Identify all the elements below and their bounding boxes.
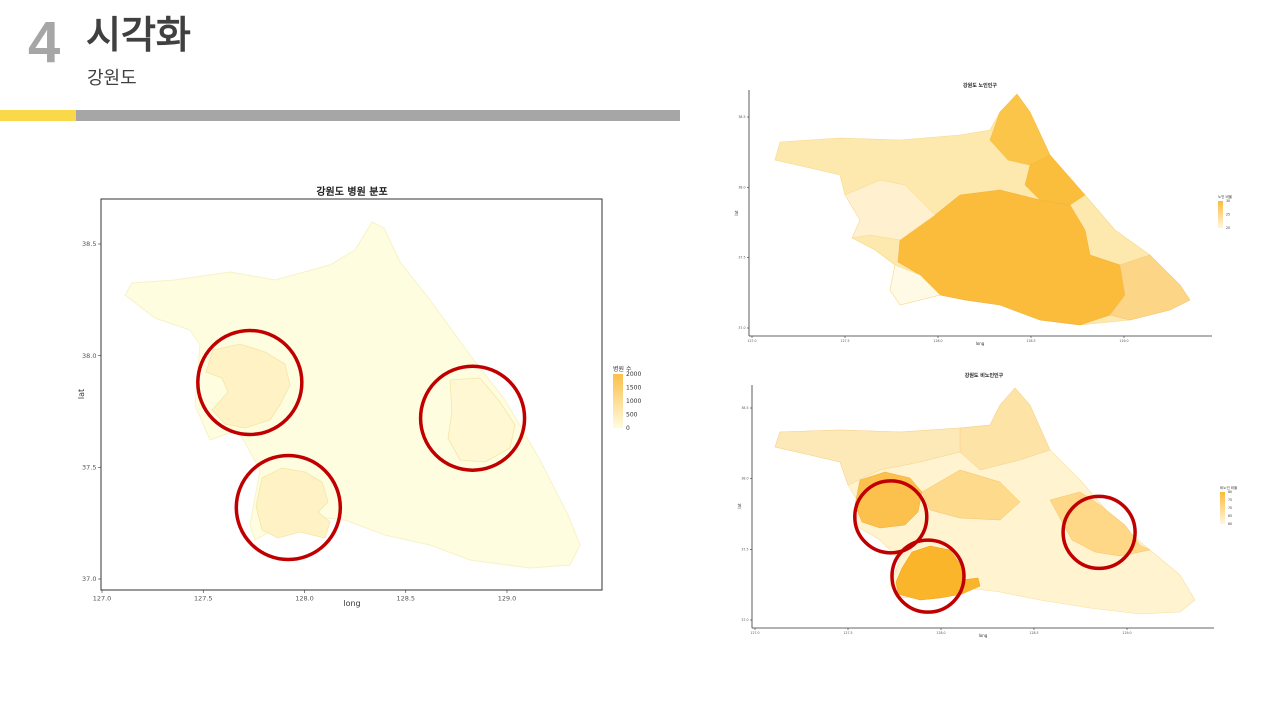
m1-legend-label: 500 <box>626 412 638 419</box>
highlight-circle-west <box>196 328 304 437</box>
highlight-circle-south <box>234 453 343 562</box>
map2-legend-title: 노인 비율 <box>1218 194 1233 199</box>
map3-ylabel: lat <box>737 503 742 509</box>
map3-legend-title: 비노인 비율 <box>1220 485 1238 490</box>
map1-province <box>124 221 581 569</box>
map2-region-north <box>989 93 1051 166</box>
m1-ytick-label: 38.0 <box>82 352 96 360</box>
m1-xtick-label: 128.0 <box>295 595 314 603</box>
elderly-map: 강원도 노인인구 37.0 37.5 38.0 38.5 127.0 127.5 128.… <box>734 82 1233 346</box>
map1-legend-title: 병원 수 <box>613 365 632 373</box>
highlight-circle-east <box>418 364 527 472</box>
m3-xtick-label: 127.5 <box>843 631 852 635</box>
section-subtitle: 강원도 <box>87 68 137 89</box>
map2-ylabel: lat <box>734 210 739 216</box>
map3-region-northwest <box>774 427 961 486</box>
map2-title: 강원도 노인인구 <box>963 82 997 89</box>
m3-legend-label: 70 <box>1228 506 1232 510</box>
m2-ytick-label: 38.0 <box>738 185 745 189</box>
map3-xlabel: long <box>979 633 988 638</box>
m2-ytick-label: 37.0 <box>738 326 745 330</box>
hospital-map: 강원도 병원 분포 37.0 37.5 38.0 38.5 127.0 127.5 128… <box>77 185 641 608</box>
highlight-circle-west <box>853 479 929 555</box>
map1-title: 강원도 병원 분포 <box>316 185 387 198</box>
m2-legend-colorbar <box>1218 201 1223 228</box>
m1-ytick-label: 37.5 <box>82 464 96 472</box>
map1-region-south <box>255 467 331 539</box>
map1-ylabel: lat <box>77 389 86 399</box>
m3-legend-label: 75 <box>1228 498 1232 502</box>
accent-bar <box>0 110 76 121</box>
m2-xtick-label: 127.0 <box>747 339 756 343</box>
m1-xtick-label: 128.5 <box>396 595 415 603</box>
m1-xtick-label: 127.5 <box>194 595 213 603</box>
m1-legend-label: 0 <box>626 425 630 432</box>
highlight-circle-south <box>890 538 966 614</box>
m3-legend-label: 80 <box>1228 490 1232 494</box>
map1-xlabel: long <box>343 599 360 608</box>
map1-region-west <box>205 343 291 429</box>
m1-ytick-label: 37.0 <box>82 575 96 583</box>
m3-xtick-label: 128.5 <box>1029 631 1038 635</box>
m3-legend-label: 65 <box>1228 514 1232 518</box>
m2-xtick-label: 127.5 <box>840 339 849 343</box>
m3-legend-colorbar <box>1220 492 1225 524</box>
map2-xlabel: long <box>976 341 985 346</box>
highlight-circle-east <box>1061 494 1137 571</box>
m2-legend-label: 30 <box>1226 199 1230 203</box>
m1-xtick-label: 127.0 <box>93 595 112 603</box>
m2-ytick-label: 38.5 <box>738 115 745 119</box>
map3-region-south <box>895 545 981 601</box>
map2-region-west <box>844 179 936 241</box>
m2-xtick-label: 128.0 <box>933 339 942 343</box>
map3-region-central <box>921 469 1021 521</box>
m1-legend-label: 2000 <box>626 371 641 378</box>
map2-region-southeast <box>1109 254 1191 321</box>
map1-region-east <box>447 377 516 463</box>
m3-xtick-label: 127.0 <box>750 631 759 635</box>
section-title: 시각화 <box>86 13 191 57</box>
m1-xtick-label: 129.0 <box>498 595 517 603</box>
m2-xtick-label: 128.5 <box>1026 339 1035 343</box>
m3-xtick-label: 129.0 <box>1122 631 1131 635</box>
map2-region-southwest <box>889 264 941 306</box>
m1-ytick-label: 38.5 <box>82 240 96 248</box>
m1-legend-colorbar <box>613 374 623 428</box>
m1-legend-label: 1000 <box>626 398 641 405</box>
m3-xtick-label: 128.0 <box>936 631 945 635</box>
section-number: 4 <box>28 10 61 75</box>
map3-title: 강원도 비노인인구 <box>965 372 1004 379</box>
divider-bar <box>76 110 680 121</box>
m3-ytick-label: 38.0 <box>741 477 748 481</box>
m1-legend-label: 1500 <box>626 385 641 392</box>
m3-ytick-label: 38.5 <box>741 406 748 410</box>
nonelderly-map: 강원도 비노인인구 37.0 37.5 38.0 38.5 127.0 127.5 128… <box>737 372 1238 638</box>
map3-region-north <box>959 387 1051 471</box>
m2-ytick-label: 37.5 <box>738 256 745 260</box>
m3-legend-label: 60 <box>1228 522 1232 526</box>
m2-legend-label: 20 <box>1226 226 1230 230</box>
m3-ytick-label: 37.5 <box>741 547 748 551</box>
m2-xtick-label: 129.0 <box>1119 339 1128 343</box>
m3-ytick-label: 37.0 <box>741 618 748 622</box>
m2-legend-label: 25 <box>1226 213 1230 217</box>
